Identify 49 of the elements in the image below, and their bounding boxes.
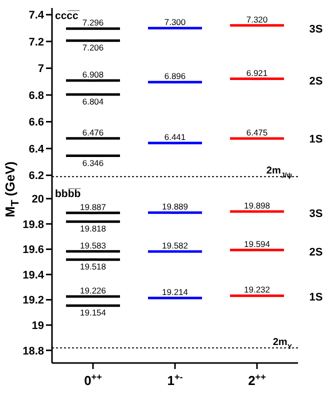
y-tick-label: 19.4 xyxy=(22,269,45,282)
data-label: 19.214 xyxy=(162,287,188,298)
data-label: 19.889 xyxy=(162,202,188,212)
chart-title: ccc̅c̅ xyxy=(55,10,78,22)
data-label: 7.300 xyxy=(164,17,186,28)
data-label: 19.898 xyxy=(244,200,270,211)
data-label: 6.475 xyxy=(246,127,268,138)
data-label: 7.296 xyxy=(82,18,104,28)
data-label: 19.518 xyxy=(80,262,106,272)
data-label: 6.804 xyxy=(82,96,104,106)
y-tick-label: 19.6 xyxy=(22,244,44,256)
y-tick-label: 19 xyxy=(32,320,44,332)
text: 3S xyxy=(309,24,323,36)
chart-title: bbb̅b̅ xyxy=(55,188,81,200)
data-label: 6.896 xyxy=(164,71,186,82)
text: 2S xyxy=(309,76,323,88)
y-tick-label: 7.4 xyxy=(28,10,45,22)
data-label: 19.154 xyxy=(80,308,106,318)
data-label: 19.818 xyxy=(80,224,106,234)
data-label: 6.441 xyxy=(164,132,186,142)
y-tick-label: 19.8 xyxy=(22,218,44,231)
data-label: 19.582 xyxy=(162,240,188,250)
y-tick-label: 7 xyxy=(38,63,44,76)
x-tick-label: 0$^{++}$ xyxy=(84,372,102,388)
data-label: 19.583 xyxy=(80,240,106,250)
y-tick-label: 6.6 xyxy=(28,116,44,129)
data-label: 19.887 xyxy=(80,202,106,212)
data-label: 19.594 xyxy=(244,238,270,249)
data-label: 7.206 xyxy=(82,42,104,53)
text: 1S xyxy=(309,133,323,146)
x-tick-label: 1$^{+-}$ xyxy=(167,372,183,388)
data-label: 7.320 xyxy=(246,14,268,24)
y-tick-label: 20 xyxy=(32,194,44,206)
text: 1S xyxy=(309,292,323,304)
text: 3S xyxy=(309,208,323,220)
data-label: 19.232 xyxy=(244,284,270,295)
y-tick-label: 6.2 xyxy=(28,170,44,182)
data-label: 6.908 xyxy=(82,70,104,80)
y-tick-label: 7.2 xyxy=(28,36,44,48)
y-tick-label: 6.8 xyxy=(28,90,44,102)
data-label: 6.921 xyxy=(246,68,268,78)
y-tick-label: 6.4 xyxy=(28,143,45,156)
text: 2S xyxy=(309,246,323,258)
data-label: 6.346 xyxy=(82,158,104,168)
y-tick-label: 18.8 xyxy=(22,345,44,358)
y-tick-label: 19.2 xyxy=(22,294,44,307)
x-tick-label: 2$^{++}$ xyxy=(248,372,266,388)
data-label: 19.226 xyxy=(80,286,106,296)
data-label: 6.476 xyxy=(82,127,104,138)
